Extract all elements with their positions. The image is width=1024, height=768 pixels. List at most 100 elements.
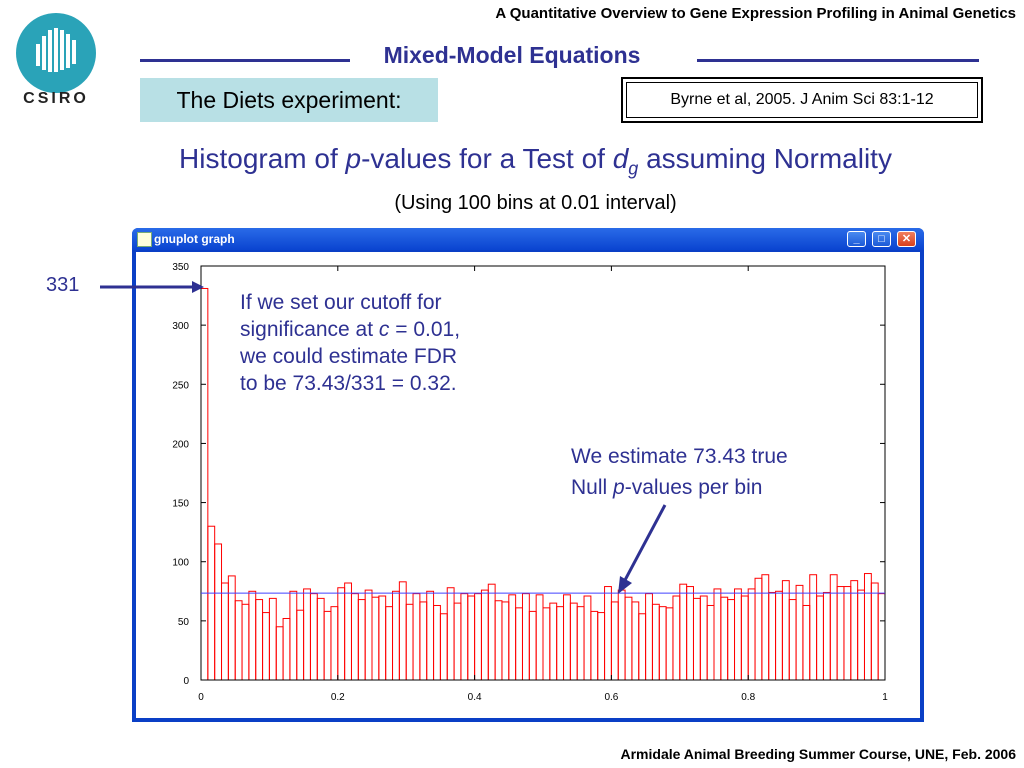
- histogram-bar: [419, 601, 428, 681]
- histogram-bar: [412, 593, 421, 681]
- histogram-bar: [610, 601, 619, 681]
- histogram-bar: [262, 612, 270, 681]
- histogram-bar: [275, 626, 284, 681]
- title-rule-left: [140, 59, 350, 62]
- histogram-bar: [672, 595, 681, 681]
- histogram-bar: [631, 601, 640, 681]
- histogram-bar: [727, 599, 736, 681]
- histogram-bar: [282, 617, 291, 681]
- csiro-logo: CSIRO: [14, 10, 98, 110]
- histogram-bar: [303, 588, 311, 681]
- histogram-bar: [870, 582, 879, 681]
- histogram-bar: [344, 582, 352, 681]
- histogram-bar: [576, 606, 585, 681]
- histogram-bar: [740, 595, 749, 681]
- diets-experiment-label: The Diets experiment:: [140, 78, 438, 122]
- histogram-bar: [309, 593, 318, 681]
- x-tick-label: 0.8: [741, 692, 755, 703]
- presentation-title: A Quantitative Overview to Gene Expressi…: [495, 5, 1016, 22]
- histogram-bar: [248, 590, 257, 681]
- histogram-bar: [747, 588, 756, 681]
- histogram-bar: [289, 590, 298, 681]
- histogram-bar: [227, 575, 236, 681]
- title-rule-right: [697, 59, 979, 62]
- histogram-bar: [617, 589, 626, 681]
- estimate-line-2: Null p-values per bin: [571, 472, 891, 503]
- footer-text: Armidale Animal Breeding Summer Course, …: [620, 746, 1017, 762]
- y-tick-label: 0: [183, 676, 189, 687]
- x-tick-label: 0: [198, 692, 204, 703]
- histogram-bar: [542, 607, 551, 681]
- arrow-null-icon: [618, 504, 667, 594]
- histogram-bar: [528, 610, 537, 681]
- histogram-bar: [221, 582, 229, 681]
- app-icon: [137, 232, 152, 247]
- minimize-button[interactable]: _: [847, 231, 866, 247]
- y-tick-label: 100: [172, 558, 189, 569]
- histogram-bar: [433, 604, 441, 681]
- histogram-bar: [337, 587, 346, 681]
- histogram-bar: [836, 586, 845, 681]
- reference-box: [621, 77, 983, 123]
- histogram-bar: [556, 606, 565, 681]
- histogram-bar: [494, 600, 503, 681]
- histogram-bar: [480, 589, 489, 681]
- estimate-line-2a: Null: [571, 476, 614, 499]
- heading-p: p: [345, 143, 362, 174]
- heading-d: d: [612, 143, 629, 174]
- label-331: 331: [46, 274, 80, 296]
- histogram-bar: [699, 595, 708, 681]
- histogram-bar: [563, 594, 571, 681]
- histogram-bar: [863, 573, 872, 681]
- window-title: gnuplot graph: [154, 232, 235, 246]
- histogram-bar: [857, 589, 865, 681]
- histogram-bar: [877, 593, 886, 681]
- heading-part2: -values for a Test of: [361, 143, 613, 174]
- histogram-bar: [214, 543, 223, 681]
- histogram-bar: [378, 595, 387, 681]
- heading-part1: Histogram of: [179, 143, 346, 174]
- histogram-bar: [255, 599, 264, 681]
- histogram-bar: [350, 593, 359, 681]
- histogram-bar: [583, 595, 592, 681]
- histogram-bar: [398, 581, 407, 681]
- csiro-logo-icon: [16, 13, 96, 93]
- histogram-bar: [679, 583, 688, 681]
- histogram-bar: [713, 588, 722, 681]
- close-button[interactable]: ✕: [897, 231, 916, 247]
- plot-frame: [200, 265, 886, 681]
- histogram-bar: [809, 574, 818, 681]
- heading-subscript-g: g: [628, 158, 639, 179]
- histogram-bar: [385, 606, 394, 681]
- estimate-line-2b: -values per bin: [624, 476, 763, 499]
- y-tick-label: 150: [172, 499, 189, 510]
- histogram-bar: [241, 603, 250, 681]
- cutoff-line-1: If we set our cutoff for: [240, 291, 442, 314]
- histogram-bar: [658, 606, 667, 681]
- estimate-p: p: [613, 476, 625, 499]
- cutoff-line-4: to be 73.43/331 = 0.32.: [240, 372, 457, 395]
- histogram-bar: [426, 590, 435, 681]
- y-tick-label: 350: [172, 262, 189, 273]
- section-title: Mixed-Model Equations: [383, 42, 641, 68]
- histogram-bar: [651, 603, 660, 681]
- histogram-bar: [604, 586, 612, 681]
- cutoff-line-2: significance at c = 0.01,: [240, 316, 570, 343]
- histogram-bar: [371, 596, 380, 681]
- histogram-bar: [521, 593, 530, 681]
- cutoff-line-2b: = 0.01,: [389, 318, 461, 341]
- histogram-bar: [323, 610, 332, 681]
- histogram-bar: [624, 596, 633, 681]
- histogram-bar: [850, 580, 859, 681]
- maximize-button[interactable]: □: [872, 231, 891, 247]
- histogram-bar: [330, 606, 339, 681]
- histogram-bar: [405, 603, 414, 681]
- histogram-bar: [597, 612, 606, 681]
- histogram-bar: [316, 597, 325, 681]
- histogram-bar: [501, 601, 510, 681]
- histogram-bar: [207, 525, 216, 681]
- histogram-bar: [720, 596, 729, 681]
- window-titlebar[interactable]: gnuplot graph _ □ ✕: [132, 228, 924, 250]
- y-tick-label: 50: [178, 617, 190, 628]
- logo-text: CSIRO: [23, 90, 89, 107]
